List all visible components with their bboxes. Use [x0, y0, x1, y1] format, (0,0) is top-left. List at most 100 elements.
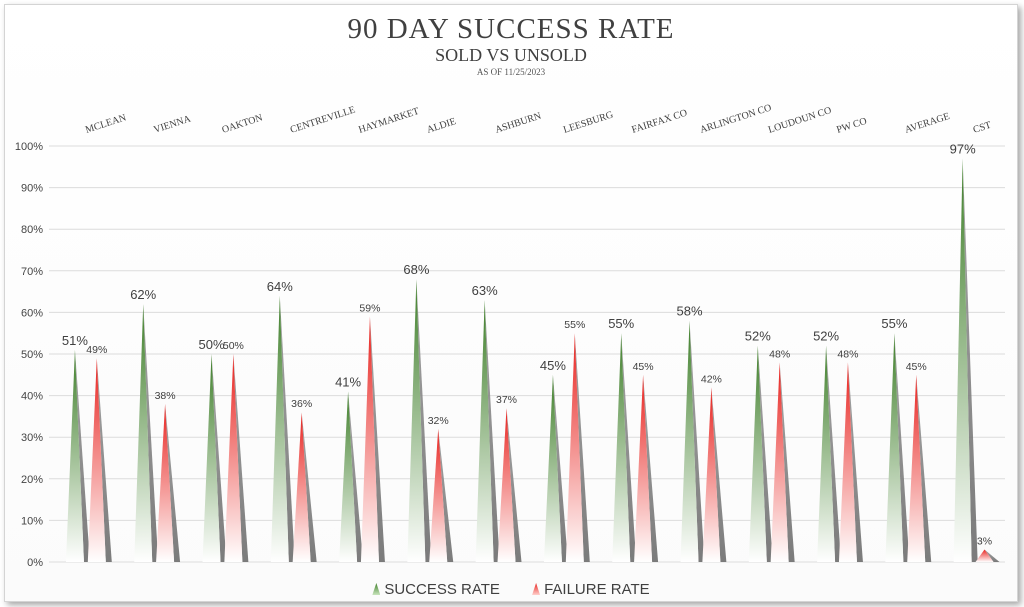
- failure-bar: [770, 362, 789, 562]
- failure-data-label: 50%: [223, 340, 244, 352]
- success-bar-shadow: [894, 333, 910, 562]
- success-data-label: 55%: [608, 316, 634, 331]
- category-label: LEESBURG: [562, 109, 615, 135]
- success-bar: [475, 299, 494, 562]
- success-bar-shadow: [552, 374, 568, 562]
- success-bar: [270, 295, 289, 562]
- failure-data-label: 59%: [359, 303, 380, 315]
- y-tick-label: 60%: [21, 307, 43, 319]
- success-bar: [748, 345, 767, 562]
- category-label: ALDIE: [426, 116, 458, 136]
- failure-bar-shadow: [233, 354, 249, 562]
- legend-label-success: SUCCESS RATE: [384, 581, 500, 598]
- legend-swatch-success: [372, 583, 381, 595]
- failure-bar-shadow: [643, 374, 659, 562]
- success-data-label: 51%: [62, 333, 88, 348]
- failure-data-label: 48%: [837, 348, 858, 360]
- success-bar-shadow: [211, 354, 227, 562]
- chart-frame: 90 DAY SUCCESS RATE SOLD VS UNSOLD AS OF…: [4, 4, 1018, 602]
- category-label: MCLEAN: [84, 112, 128, 136]
- failure-bar-shadow: [301, 412, 317, 562]
- y-tick-label: 90%: [21, 183, 43, 195]
- success-data-label: 62%: [130, 287, 156, 302]
- failure-bar-shadow: [438, 428, 454, 562]
- success-data-label: 55%: [881, 316, 907, 331]
- success-bar: [817, 345, 836, 562]
- success-data-label: 52%: [813, 329, 839, 344]
- category-label: VIENNA: [152, 113, 193, 136]
- failure-bar: [838, 362, 857, 562]
- success-bar: [543, 374, 562, 562]
- category-label: ARLINGTON CO: [699, 102, 773, 135]
- legend-item-failure: FAILURE RATE: [532, 581, 650, 598]
- failure-data-label: 55%: [564, 319, 585, 331]
- failure-bar-shadow: [847, 362, 863, 562]
- y-tick-label: 0%: [27, 557, 43, 569]
- failure-bar-shadow: [711, 387, 727, 562]
- success-bar: [680, 320, 699, 562]
- failure-bar-shadow: [916, 374, 932, 562]
- success-data-label: 45%: [540, 358, 566, 373]
- failure-bar: [87, 358, 106, 562]
- category-label: LOUDOUN CO: [767, 105, 833, 136]
- success-bar-shadow: [416, 279, 432, 562]
- failure-bar-shadow: [165, 403, 181, 562]
- category-label: PW CO: [835, 116, 868, 136]
- failure-bar-shadow: [506, 408, 522, 562]
- failure-bar: [224, 354, 243, 562]
- bar-chart: 0% 10% 20% 30% 40% 50% 60% 70% 80% 90% 100% 51%49% M…: [15, 102, 1005, 569]
- legend-swatch-failure: [532, 583, 541, 595]
- failure-bar: [497, 408, 516, 562]
- success-bar: [134, 304, 153, 562]
- category-label: HAYMARKET: [357, 106, 420, 136]
- success-bar-shadow: [74, 349, 90, 562]
- failure-data-label: 37%: [496, 394, 517, 406]
- y-tick-label: 80%: [21, 224, 43, 236]
- failure-bar: [702, 387, 721, 562]
- y-tick-label: 70%: [21, 266, 43, 278]
- failure-data-label: 38%: [155, 390, 176, 402]
- chart-title: 90 DAY SUCCESS RATE: [347, 13, 675, 45]
- category-label: ASHBURN: [494, 111, 543, 136]
- success-bar: [65, 349, 84, 562]
- failure-bar-shadow: [984, 549, 1000, 562]
- category-label: CENTREVILLE: [289, 104, 357, 135]
- success-bar-shadow: [621, 333, 637, 562]
- success-data-label: 52%: [745, 329, 771, 344]
- failure-data-label: 42%: [701, 373, 722, 385]
- success-bar-shadow: [484, 299, 500, 562]
- y-tick-label: 20%: [21, 474, 43, 486]
- success-data-label: 63%: [472, 283, 498, 298]
- as-of-date: AS OF 11/25/2023: [476, 67, 546, 77]
- y-tick-label: 10%: [21, 515, 43, 527]
- success-bar: [407, 279, 426, 562]
- success-bar: [339, 391, 358, 562]
- success-bar: [612, 333, 631, 562]
- success-data-label: 58%: [677, 304, 703, 319]
- success-bar: [202, 354, 221, 562]
- failure-bar: [975, 549, 994, 562]
- chart-subtitle: SOLD VS UNSOLD: [435, 45, 587, 65]
- category-label: CST: [972, 120, 993, 136]
- success-data-label: 41%: [335, 374, 361, 389]
- failure-bar: [156, 403, 175, 562]
- success-bar-shadow: [689, 320, 705, 562]
- failure-bar: [292, 412, 311, 562]
- failure-bar-shadow: [96, 358, 112, 562]
- failure-data-label: 45%: [633, 361, 654, 373]
- category-label: AVERAGE: [904, 111, 952, 136]
- legend: SUCCESS RATE FAILURE RATE: [5, 581, 1017, 598]
- failure-bar: [565, 333, 584, 562]
- failure-data-label: 45%: [906, 361, 927, 373]
- success-bar: [885, 333, 904, 562]
- category-label: OAKTON: [221, 112, 264, 135]
- y-tick-label: 50%: [21, 349, 43, 361]
- success-bar: [953, 158, 972, 563]
- legend-label-failure: FAILURE RATE: [544, 581, 650, 598]
- failure-bar-shadow: [779, 362, 795, 562]
- success-data-label: 64%: [267, 279, 293, 294]
- category-label: FAIRFAX CO: [630, 108, 688, 136]
- success-bar-shadow: [757, 345, 773, 562]
- failure-data-label: 32%: [428, 415, 449, 427]
- failure-bar: [634, 374, 653, 562]
